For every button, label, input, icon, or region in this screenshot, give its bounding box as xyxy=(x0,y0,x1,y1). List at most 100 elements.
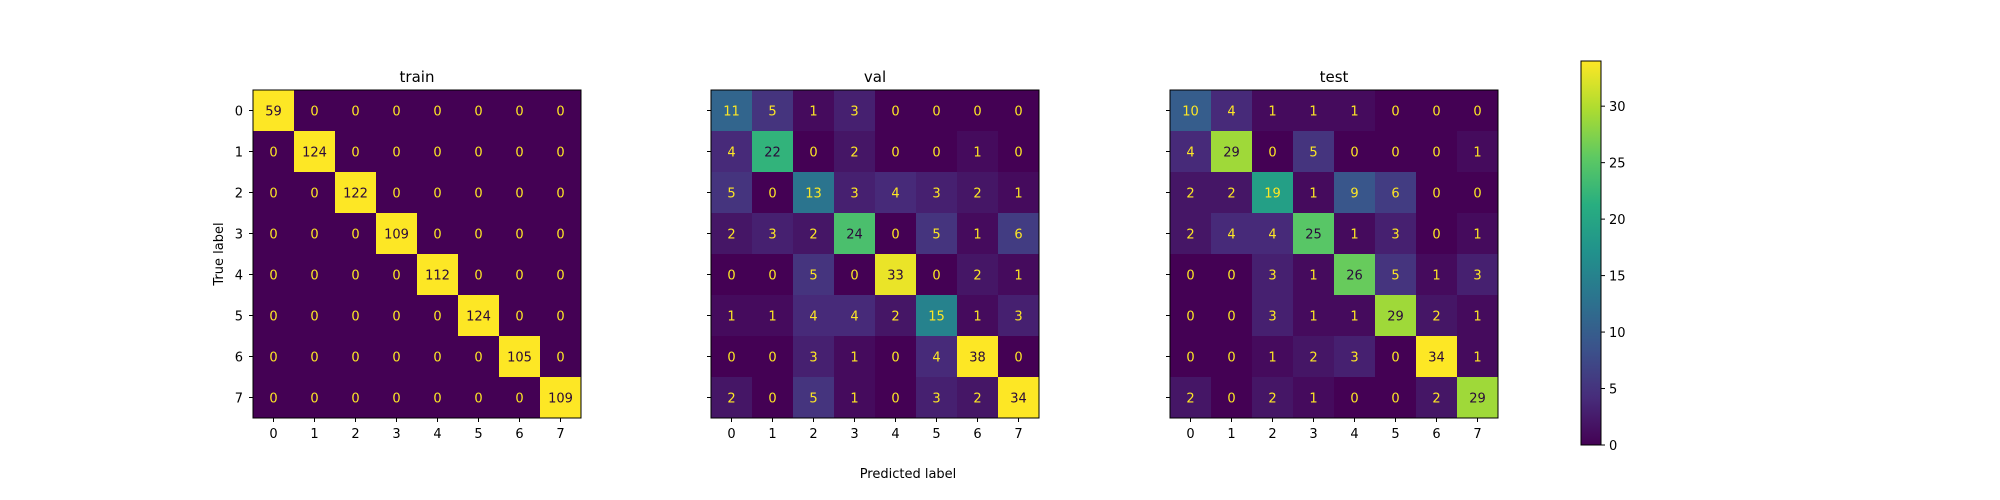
heatmap-cell xyxy=(957,90,999,132)
panel-train: 59 0 0 0 0 0 0 00 124 0 0 0 0 0 00 0 122 0 0 0 0 00 0 0 109 0 0 0 00… xyxy=(235,68,582,442)
cell-value-label: 0 xyxy=(809,146,817,161)
cell-value-label: 1 xyxy=(1473,310,1481,325)
cell-value-label: 0 xyxy=(351,351,359,366)
heatmap-cell xyxy=(335,336,377,378)
cell-value-label: 0 xyxy=(310,187,318,202)
heatmap-cell xyxy=(294,172,336,214)
heatmap-cell xyxy=(998,213,1040,255)
heatmap-cell xyxy=(458,254,500,296)
cell-value-label: 1 xyxy=(850,351,858,366)
cell-value-label: 0 xyxy=(556,187,564,202)
heatmap-cell xyxy=(1211,377,1253,419)
cell-value-label: 1 xyxy=(973,228,981,243)
x-tick-label: 0 xyxy=(1186,427,1194,442)
x-tick-label: 1 xyxy=(1227,427,1235,442)
heatmap-cell xyxy=(1375,336,1417,378)
cell-value-label: 0 xyxy=(556,269,564,284)
cell-value-label: 0 xyxy=(515,310,523,325)
cell-value-label: 0 xyxy=(891,105,899,120)
heatmap-cell xyxy=(1211,295,1253,337)
cell-value-label: 0 xyxy=(351,392,359,407)
cell-value-label: 0 xyxy=(556,351,564,366)
cell-value-label: 2 xyxy=(1432,392,1440,407)
cell-value-label: 2 xyxy=(727,392,735,407)
cell-value-label: 3 xyxy=(1268,310,1276,325)
heatmap-cell xyxy=(417,172,459,214)
heatmap-cell xyxy=(1416,172,1458,214)
colorbar-tick-label: 20 xyxy=(1609,213,1626,228)
cell-value-label: 0 xyxy=(1391,392,1399,407)
cell-value-label: 1 xyxy=(850,392,858,407)
heatmap-cell xyxy=(1416,254,1458,296)
heatmap-cell xyxy=(417,377,459,419)
colorbar-tick-label: 10 xyxy=(1609,326,1626,341)
heatmap-cell xyxy=(1211,254,1253,296)
heatmap-cell xyxy=(834,90,876,132)
heatmap-cell xyxy=(793,377,835,419)
heatmap-cell xyxy=(916,172,958,214)
heatmap-cell xyxy=(417,254,459,296)
panel-title: test xyxy=(1320,68,1349,86)
heatmap-cell xyxy=(335,377,377,419)
cell-value-label: 0 xyxy=(474,187,482,202)
cell-value-label: 10 xyxy=(1182,105,1199,120)
colorbar: 0 5 10 15 20 25 30 xyxy=(1580,60,1626,454)
cell-value-label: 0 xyxy=(515,105,523,120)
cell-value-label: 1 xyxy=(1473,146,1481,161)
x-tick-label: 4 xyxy=(1350,427,1358,442)
heatmap-cell xyxy=(1252,295,1294,337)
heatmap-cell xyxy=(998,254,1040,296)
heatmap-cell xyxy=(998,336,1040,378)
heatmap-cell xyxy=(1170,172,1212,214)
cell-value-label: 0 xyxy=(392,392,400,407)
cell-value-label: 0 xyxy=(768,392,776,407)
heatmap-cell xyxy=(499,213,541,255)
heatmap-cell xyxy=(1375,295,1417,337)
cell-value-label: 122 xyxy=(343,187,368,202)
heatmap-cell xyxy=(540,377,582,419)
x-tick-label: 3 xyxy=(392,427,400,442)
cell-value-label: 0 xyxy=(1391,351,1399,366)
heatmap-cell xyxy=(417,131,459,173)
heatmap-cell xyxy=(998,90,1040,132)
cell-value-label: 2 xyxy=(973,392,981,407)
heatmap-cell xyxy=(1211,131,1253,173)
cell-value-label: 2 xyxy=(1227,187,1235,202)
heatmap-cell xyxy=(957,336,999,378)
x-axis-label: Predicted label xyxy=(860,467,957,482)
heatmap-cell xyxy=(458,295,500,337)
heatmap-cell xyxy=(793,90,835,132)
heatmap-cell xyxy=(875,336,917,378)
heatmap-cell xyxy=(1211,90,1253,132)
heatmap-cell xyxy=(417,90,459,132)
cell-value-label: 1 xyxy=(809,105,817,120)
cell-value-label: 0 xyxy=(932,269,940,284)
y-tick-label: 3 xyxy=(235,228,243,243)
cell-value-label: 0 xyxy=(433,392,441,407)
heatmap-cell xyxy=(253,90,295,132)
y-tick-label: 5 xyxy=(235,310,243,325)
heatmap-cell xyxy=(376,213,418,255)
colorbar-tick-label: 30 xyxy=(1609,100,1626,115)
heatmap-cell xyxy=(335,213,377,255)
cell-value-label: 1 xyxy=(1014,269,1022,284)
cell-value-label: 4 xyxy=(1268,228,1276,243)
cell-value-label: 0 xyxy=(474,228,482,243)
cell-value-label: 0 xyxy=(1432,187,1440,202)
y-tick-label: 7 xyxy=(235,392,243,407)
cell-value-label: 38 xyxy=(969,351,986,366)
heatmap-cell xyxy=(793,172,835,214)
heatmap-cell xyxy=(499,172,541,214)
heatmap-cell xyxy=(1170,254,1212,296)
cell-value-label: 59 xyxy=(265,105,282,120)
heatmap-cell xyxy=(458,90,500,132)
cell-value-label: 3 xyxy=(768,228,776,243)
heatmap-cell xyxy=(793,131,835,173)
heatmap-cell xyxy=(793,213,835,255)
heatmap-cell xyxy=(1293,295,1335,337)
heatmap-cell xyxy=(1416,377,1458,419)
cell-value-label: 4 xyxy=(1227,228,1235,243)
x-tick-label: 7 xyxy=(1014,427,1022,442)
cell-value-label: 1 xyxy=(1309,269,1317,284)
heatmap-cell xyxy=(458,172,500,214)
